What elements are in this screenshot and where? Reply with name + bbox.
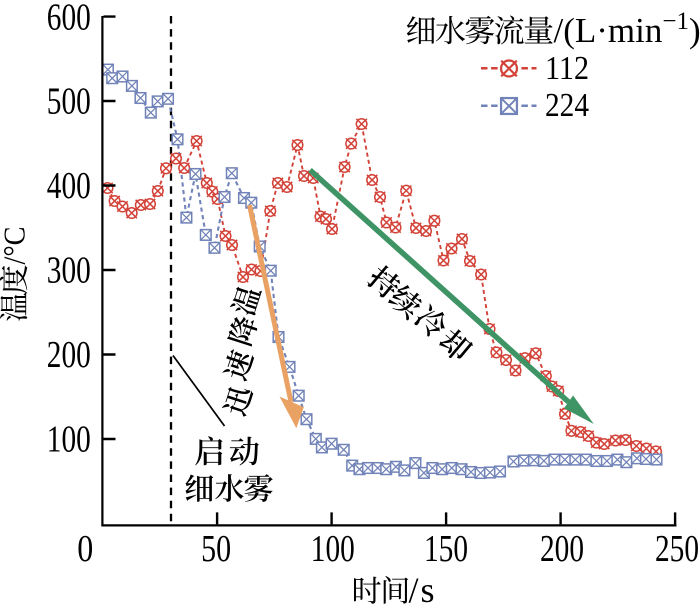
svg-text:224: 224: [545, 87, 589, 124]
svg-text:250: 250: [655, 528, 699, 570]
svg-text:300: 300: [47, 249, 91, 291]
svg-text:100: 100: [311, 528, 355, 570]
svg-text:100: 100: [47, 418, 91, 460]
svg-text:500: 500: [47, 80, 91, 122]
svg-text:/s: /s: [409, 570, 437, 610]
svg-text:600: 600: [47, 0, 91, 38]
svg-text:50: 50: [201, 528, 231, 570]
svg-text:200: 200: [540, 528, 584, 570]
svg-text:200: 200: [47, 334, 91, 376]
svg-text:150: 150: [424, 528, 468, 570]
svg-text:/°C: /°C: [0, 227, 32, 265]
svg-text:112: 112: [545, 50, 589, 87]
svg-text:400: 400: [47, 165, 91, 207]
svg-text:0: 0: [77, 528, 93, 570]
